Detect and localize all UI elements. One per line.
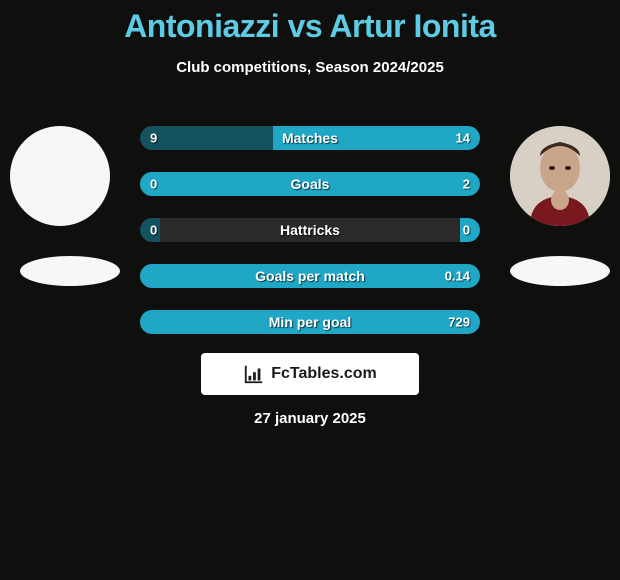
stat-row: 00Hattricks — [140, 218, 480, 242]
page-title: Antoniazzi vs Artur Ionita — [0, 0, 620, 45]
stat-label: Goals — [140, 176, 480, 192]
brand-text: FcTables.com — [271, 365, 377, 383]
subtitle: Club competitions, Season 2024/2025 — [0, 59, 620, 76]
player-right-avatar — [510, 126, 610, 226]
comparison-bars: 914Matches 02Goals 00Hattricks 0.14Goals pe… — [140, 126, 480, 356]
stat-label: Goals per match — [140, 268, 480, 284]
stat-row: 914Matches — [140, 126, 480, 150]
stat-label: Min per goal — [140, 314, 480, 330]
date-label: 27 january 2025 — [0, 410, 620, 427]
team-right-logo — [510, 256, 610, 286]
player-left-avatar — [10, 126, 110, 226]
stat-label: Matches — [140, 130, 480, 146]
stat-row: 02Goals — [140, 172, 480, 196]
stat-row: 729Min per goal — [140, 310, 480, 334]
chart-icon — [243, 363, 265, 385]
team-left-logo — [20, 256, 120, 286]
stat-label: Hattricks — [140, 222, 480, 238]
brand-badge[interactable]: FcTables.com — [201, 353, 419, 395]
stat-row: 0.14Goals per match — [140, 264, 480, 288]
